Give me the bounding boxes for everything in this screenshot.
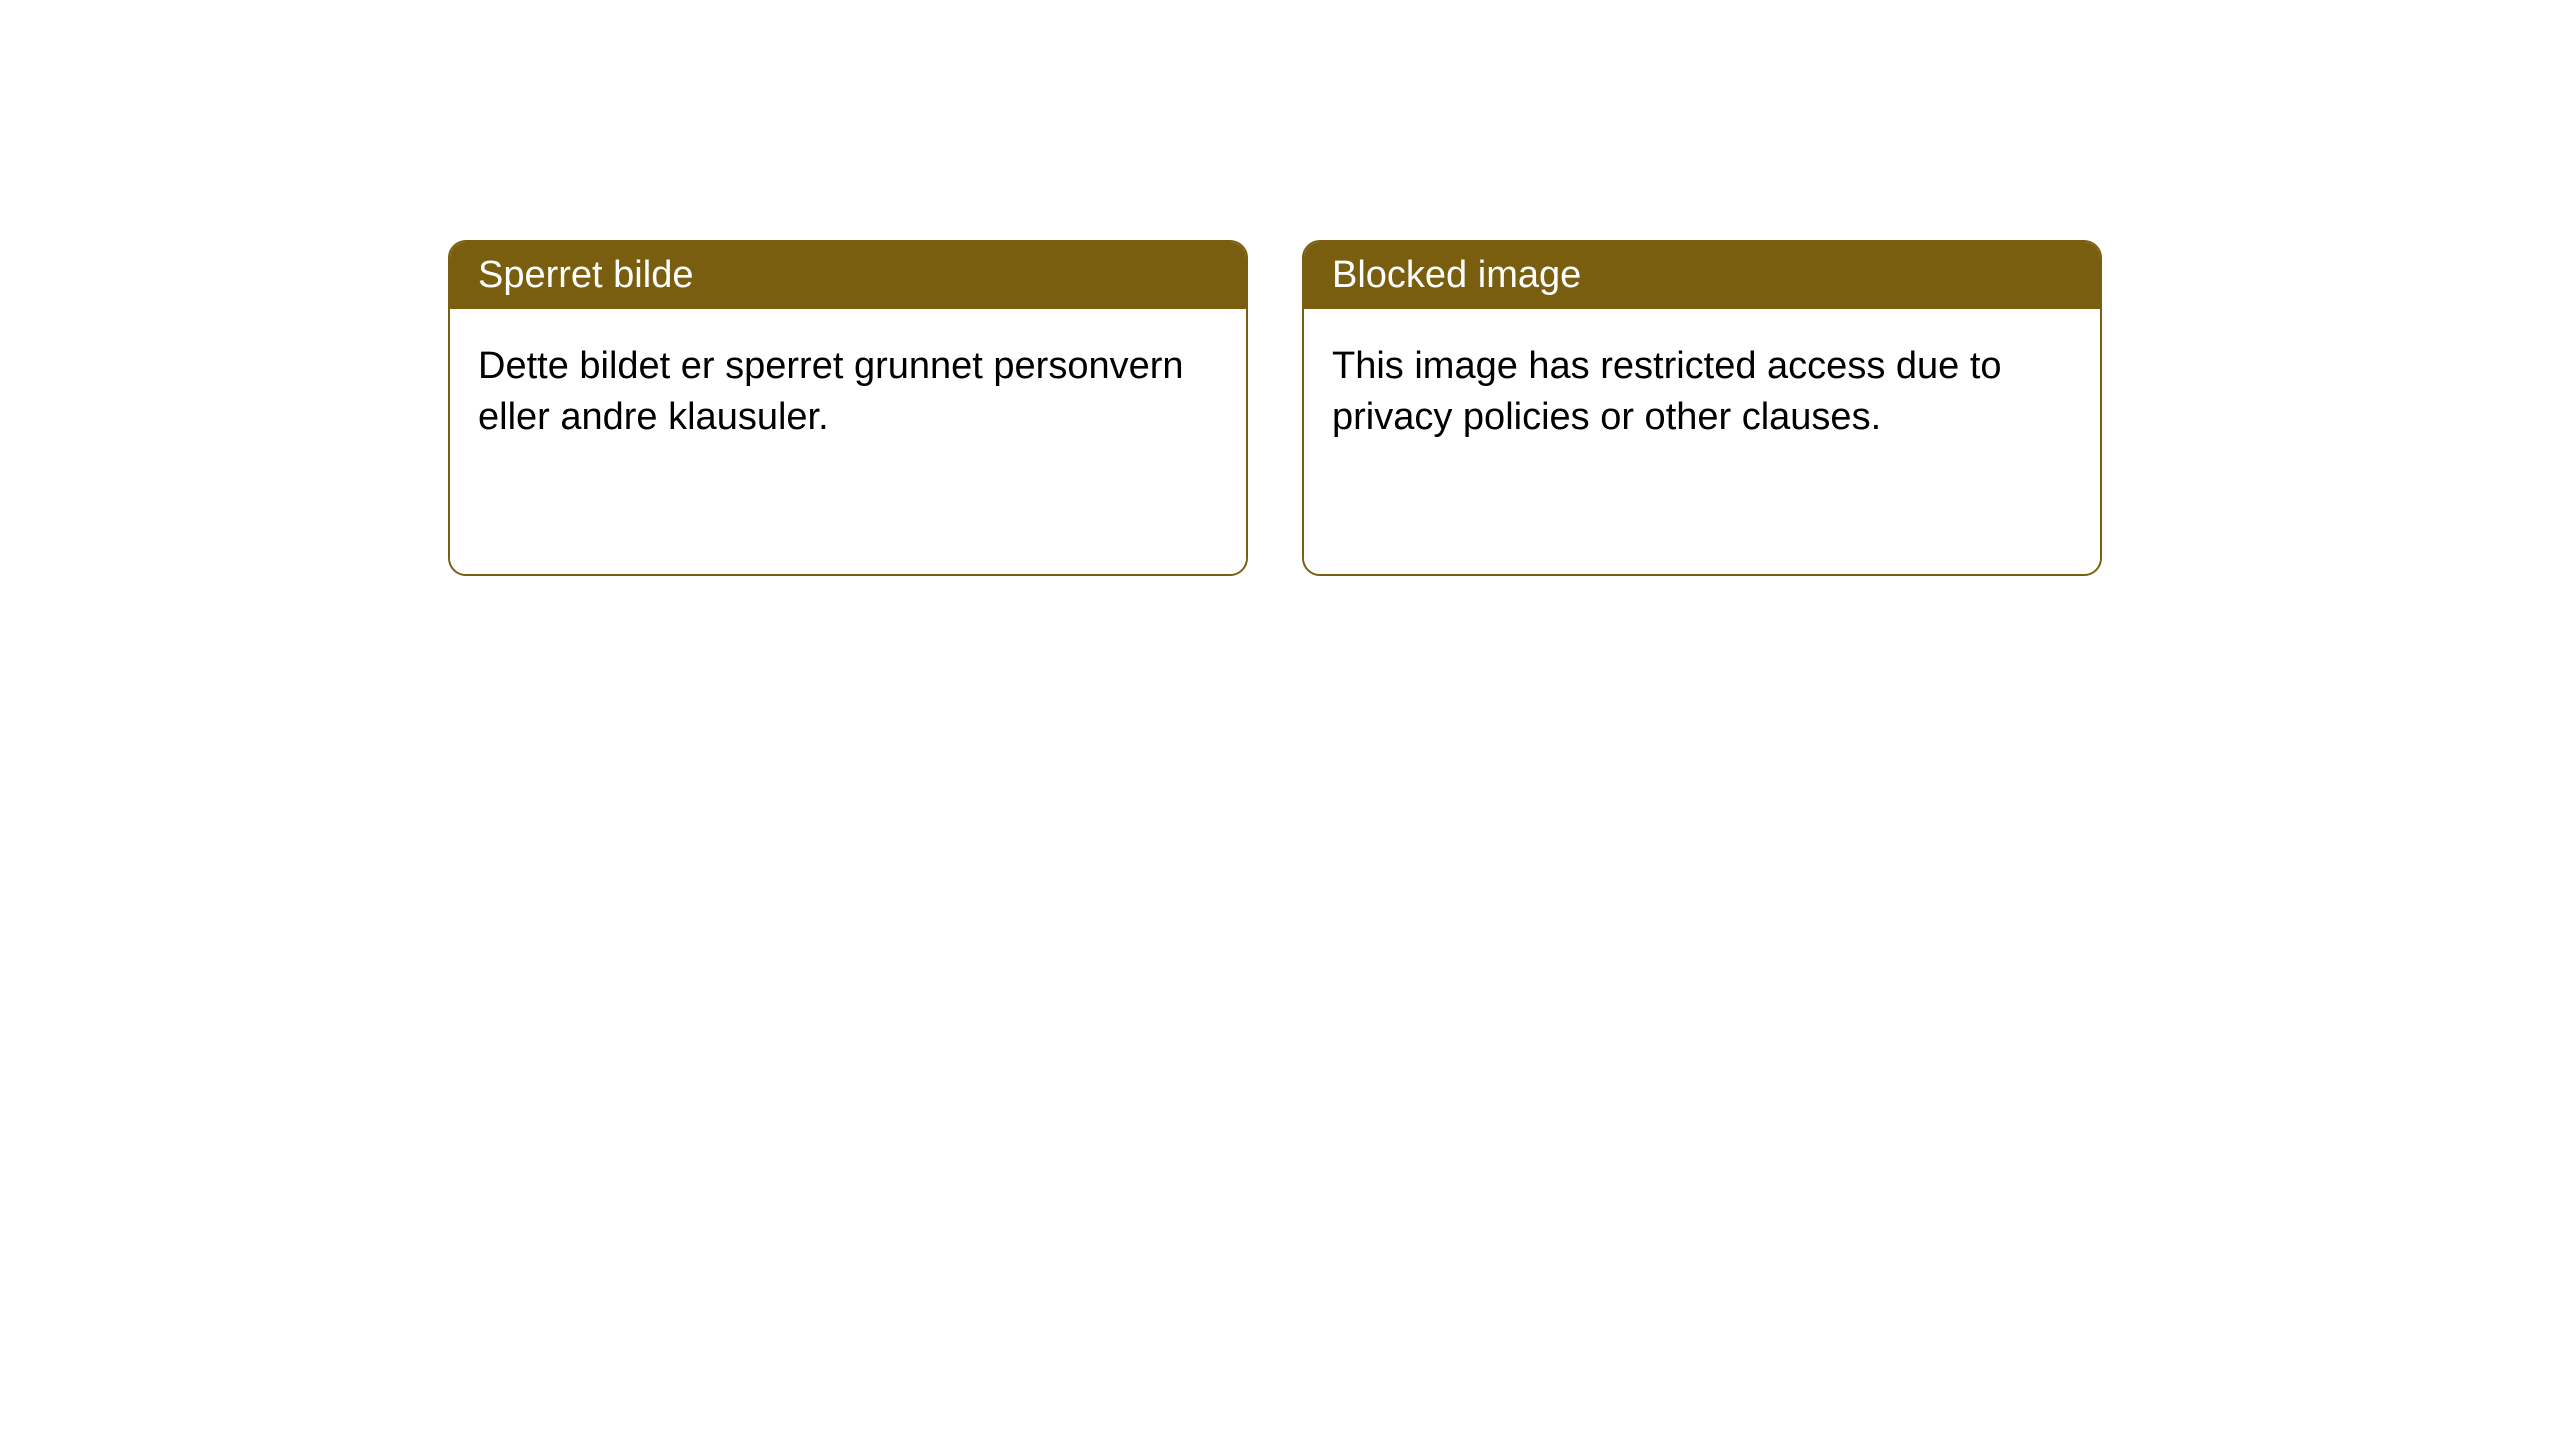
notice-card-english: Blocked image This image has restricted … (1302, 240, 2102, 576)
notice-card-title: Blocked image (1304, 242, 2100, 309)
notice-card-title: Sperret bilde (450, 242, 1246, 309)
notice-card-body: This image has restricted access due to … (1304, 309, 2100, 574)
notice-card-body: Dette bildet er sperret grunnet personve… (450, 309, 1246, 574)
notice-container: Sperret bilde Dette bildet er sperret gr… (0, 0, 2560, 576)
notice-card-norwegian: Sperret bilde Dette bildet er sperret gr… (448, 240, 1248, 576)
